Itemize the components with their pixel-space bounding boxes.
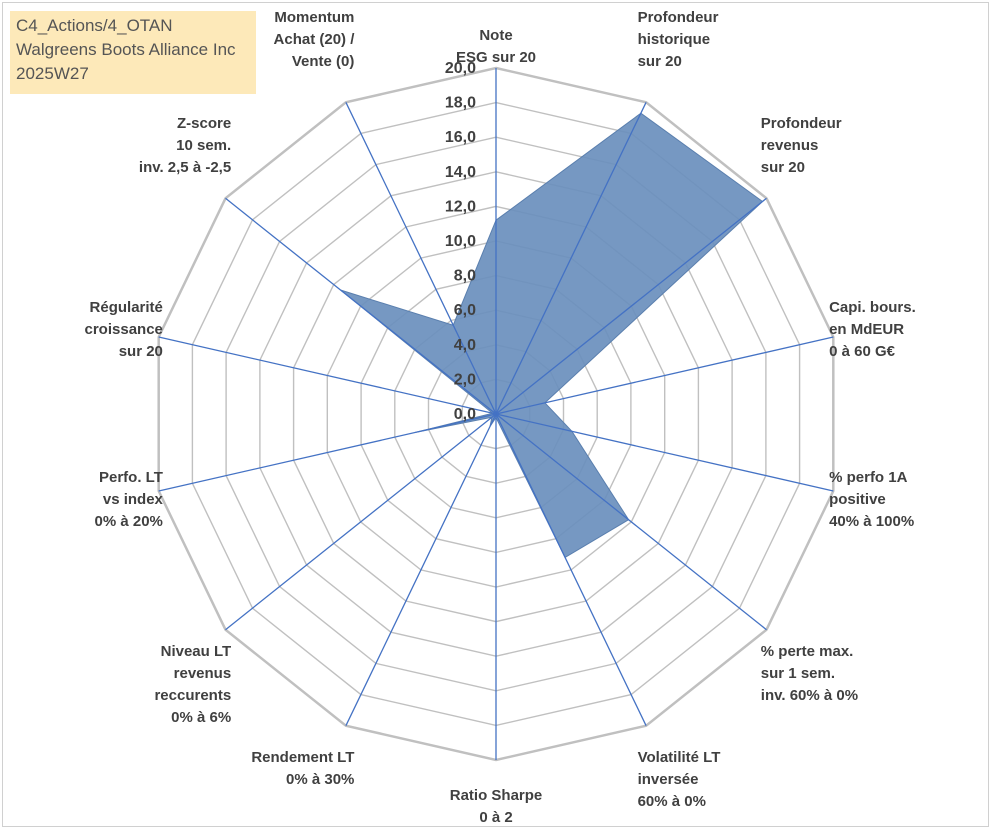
r-tick-label: 20,0: [445, 60, 476, 77]
axis-label-line: en MdEUR: [829, 321, 904, 338]
axis-spoke: [495, 336, 834, 415]
axis-label-line: ESG sur 20: [456, 49, 536, 66]
axis-label-line: vs index: [103, 491, 164, 508]
axis-label-line: reccurents: [154, 687, 231, 704]
r-tick-label: 4,0: [454, 337, 476, 354]
axis-label-line: Profondeur: [638, 9, 719, 26]
axis-label: Capi. bours. en MdEUR 0 à 60 G€: [829, 299, 916, 360]
info-line-company: Walgreens Boots Alliance Inc: [16, 40, 236, 59]
axis-label-line: 0% à 30%: [286, 771, 354, 788]
axis-label-line: revenus: [174, 665, 232, 682]
axis-label: Momentum Achat (20) / Vente (0): [274, 9, 356, 70]
axis-label-line: Vente (0): [292, 53, 355, 70]
axis-spoke: [225, 197, 497, 415]
axis-label-line: sur 1 sem.: [761, 665, 835, 682]
axis-label-line: inv. 60% à 0%: [761, 687, 858, 704]
axis-label: Z-score 10 sem. inv. 2,5 à -2,5: [139, 115, 231, 176]
axis-label-line: % perfo 1A: [829, 469, 908, 486]
axis-label-line: 0% à 6%: [171, 709, 231, 726]
axis-spoke: [495, 413, 834, 492]
axis-spoke: [345, 102, 497, 415]
axis-label-line: Z-score: [177, 115, 231, 132]
r-tick-label: 14,0: [445, 164, 476, 181]
series-area: [340, 112, 764, 559]
axis-spoke: [158, 413, 497, 492]
r-tick-label: 12,0: [445, 198, 476, 215]
axis-spoke: [495, 197, 767, 415]
axis-label-line: Volatilité LT: [638, 749, 721, 766]
axis-label: Volatilité LT inversée 60% à 0%: [638, 749, 721, 810]
axis-spoke: [495, 102, 647, 415]
axis-label-line: Perfo. LT: [99, 469, 163, 486]
r-tick-label: 10,0: [445, 233, 476, 250]
axis-label: Niveau LT revenus reccurents 0% à 6%: [154, 643, 231, 726]
radar-tick-labels: 0,0 2,0 4,0 6,0 8,0 10,0 12,0 14,0 16,0 18,0 20,0: [445, 60, 476, 423]
axis-spoke: [495, 413, 647, 726]
axis-label-line: 40% à 100%: [829, 513, 914, 530]
axis-label-line: Régularité: [90, 299, 163, 316]
axis-label-line: Momentum: [274, 9, 354, 26]
chart-info-box: C4_Actions/4_OTAN Walgreens Boots Allian…: [10, 11, 256, 94]
axis-label-line: 0% à 20%: [95, 513, 163, 530]
axis-label-line: inv. 2,5 à -2,5: [139, 159, 231, 176]
r-tick-label: 0,0: [454, 406, 476, 423]
axis-label-line: 60% à 0%: [638, 793, 706, 810]
axis-label-line: revenus: [761, 137, 819, 154]
info-line-path: C4_Actions/4_OTAN: [16, 16, 173, 35]
axis-label-line: Rendement LT: [251, 749, 354, 766]
axis-label-line: positive: [829, 491, 886, 508]
axis-label: Rendement LT 0% à 30%: [251, 749, 354, 788]
axis-label: Profondeur revenus sur 20: [761, 115, 842, 176]
axis-label: Régularité croissance sur 20: [85, 299, 163, 360]
axis-spoke: [345, 413, 497, 726]
axis-label-line: sur 20: [119, 343, 163, 360]
axis-label-line: 0 à 2: [479, 809, 512, 826]
axis-label-line: Capi. bours.: [829, 299, 916, 316]
axis-label-line: 10 sem.: [176, 137, 231, 154]
axis-label-line: inversée: [638, 771, 699, 788]
r-tick-label: 2,0: [454, 371, 476, 388]
axis-label: Perfo. LT vs index 0% à 20%: [95, 469, 164, 530]
info-line-week: 2025W27: [16, 64, 89, 83]
radar-axis-labels: Note ESG sur 20 Profondeur historique sur 20…: [85, 9, 916, 826]
axis-label-line: Niveau LT: [161, 643, 232, 660]
axis-label-line: croissance: [85, 321, 163, 338]
radar-series: [340, 112, 764, 559]
axis-label: Profondeur historique sur 20: [638, 9, 719, 70]
axis-spoke: [495, 413, 767, 631]
axis-label-line: Achat (20) /: [274, 31, 356, 48]
axis-spoke: [225, 413, 497, 631]
axis-spoke: [158, 336, 497, 415]
axis-label-line: Ratio Sharpe: [450, 787, 543, 804]
axis-label: Ratio Sharpe 0 à 2: [450, 787, 543, 826]
axis-label-line: sur 20: [638, 53, 682, 70]
radar-chart: 0,02,04,06,08,010,012,014,016,018,020,0 …: [85, 9, 916, 826]
axis-label: % perte max. sur 1 sem. inv. 60% à 0%: [761, 643, 858, 704]
r-tick-label: 6,0: [454, 302, 476, 319]
axis-label-line: historique: [638, 31, 711, 48]
radar-axes: [158, 68, 834, 760]
r-tick-label: 18,0: [445, 95, 476, 112]
axis-label-line: 0 à 60 G€: [829, 343, 896, 360]
axis-label-line: % perte max.: [761, 643, 854, 660]
r-tick-label: 16,0: [445, 129, 476, 146]
axis-label: Note ESG sur 20: [456, 27, 536, 66]
axis-label-line: Note: [479, 27, 512, 44]
axis-label-line: Profondeur: [761, 115, 842, 132]
r-tick-label: 8,0: [454, 268, 476, 285]
axis-label-line: sur 20: [761, 159, 805, 176]
axis-label: % perfo 1A positive 40% à 100%: [829, 469, 914, 530]
